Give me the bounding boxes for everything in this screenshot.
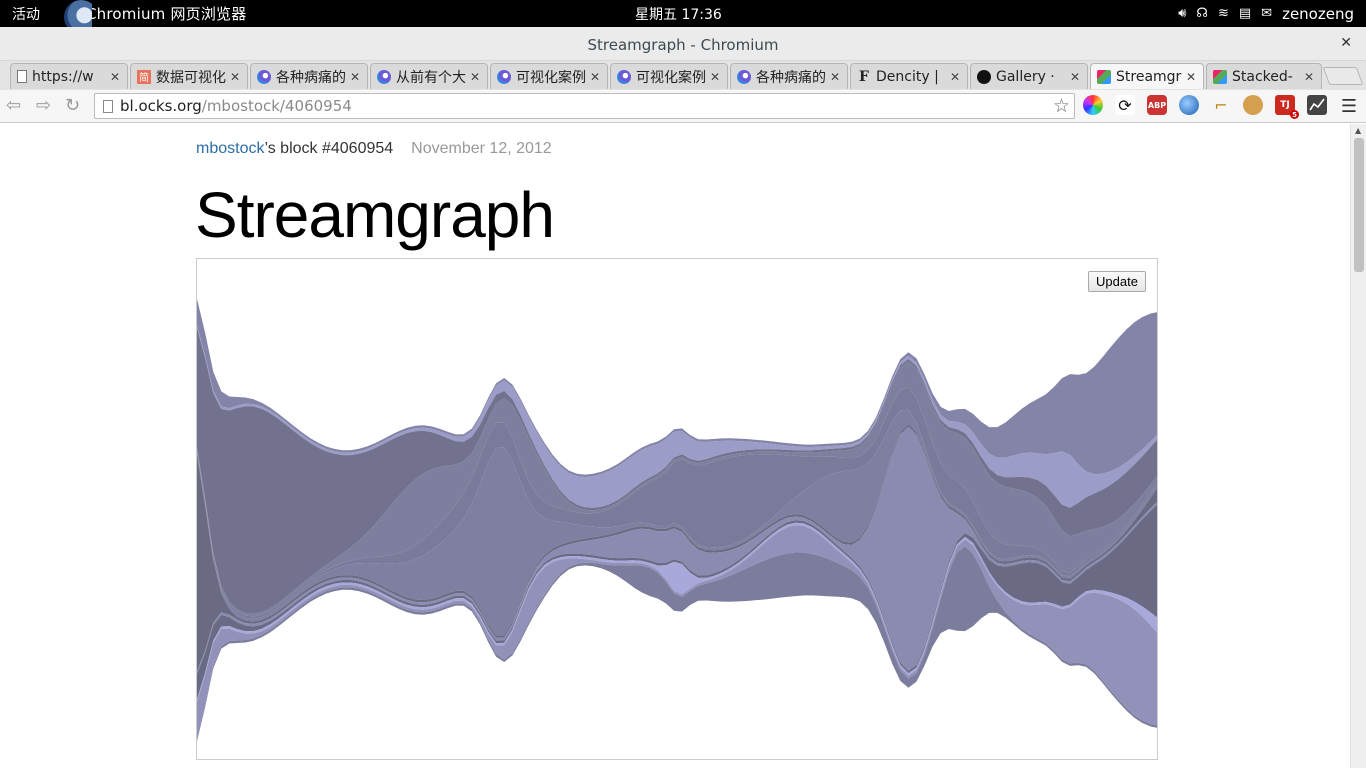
block-id: ’s block #4060954 (264, 140, 394, 157)
update-button[interactable]: Update (1088, 271, 1146, 292)
tab[interactable]: F Dencity | ✕ (850, 63, 968, 89)
jian-icon: 简 (137, 69, 151, 84)
system-tray[interactable]: 🔊︎ ☊ ≋ ▤ ✉ zenozeng (1168, 0, 1366, 27)
stream-layer (197, 409, 1157, 636)
page-content: mbostock’s block #4060954 November 12, 20… (0, 124, 1350, 768)
site-icon (617, 69, 631, 84)
address-bar[interactable]: bl.ocks.org/mbostock/4060954 ☆ (94, 93, 1075, 119)
tab-label: 从前有个大 (396, 69, 466, 86)
forward-icon[interactable]: ⇨ (36, 95, 52, 116)
stream-layer (197, 426, 1157, 674)
extension-badge: 5 (1290, 110, 1299, 119)
reload-icon[interactable]: ↻ (65, 95, 81, 116)
clipboard-icon: ▤ (1238, 6, 1252, 21)
tab-label: Gallery · (996, 68, 1055, 85)
tab-label: 各种病痛的 (276, 69, 346, 86)
author-link[interactable]: mbostock (196, 140, 265, 157)
page-title: Streamgraph (195, 179, 555, 251)
headphones-icon: ☊ (1196, 6, 1208, 21)
bookmark-star-icon[interactable]: ☆ (1052, 95, 1070, 117)
tab-label: https://w (32, 68, 94, 85)
globe-extension-icon[interactable] (1179, 95, 1199, 115)
f-icon: F (859, 68, 869, 85)
tab-close-icon[interactable]: ✕ (709, 69, 721, 84)
chart-frame: Update (196, 258, 1158, 760)
tab[interactable]: Gallery · ✕ (970, 63, 1088, 89)
new-tab-button[interactable] (1322, 67, 1364, 85)
tab[interactable]: Stacked- ✕ (1206, 63, 1322, 89)
adblock-extension-icon[interactable]: ABP (1147, 95, 1167, 115)
color-picker-extension-icon[interactable] (1083, 95, 1103, 115)
activities-button[interactable]: 活动 (12, 7, 40, 23)
app-menu-label: Chromium 网页浏览器 (86, 5, 247, 23)
tab-close-icon[interactable]: ✕ (589, 69, 601, 84)
tab-close-icon[interactable]: ✕ (1069, 69, 1081, 84)
scroll-up-icon[interactable]: ▲ (1355, 126, 1362, 135)
ruler-extension-icon[interactable]: ⌐ (1214, 95, 1228, 115)
tab-close-icon[interactable]: ✕ (469, 69, 481, 84)
url-path: /mbostock/4060954 (201, 97, 352, 115)
tab-label: 可视化案例 (516, 69, 586, 86)
chart-extension-icon[interactable] (1307, 95, 1327, 115)
wifi-icon: ≋ (1217, 6, 1229, 21)
url-host: bl.ocks.org (120, 97, 202, 115)
cookie-extension-icon[interactable] (1243, 95, 1263, 115)
window-close-button[interactable]: ✕ (1340, 35, 1352, 51)
tab-strip: https://w ✕ 简 数据可视化 ✕ 各种病痛的 ✕ 从前有个大 ✕ 可视… (0, 61, 1366, 90)
streamgraph (197, 299, 1157, 741)
tab-close-icon[interactable]: ✕ (1185, 69, 1197, 84)
tab-close-icon[interactable]: ✕ (109, 69, 121, 84)
block-date: November 12, 2012 (411, 140, 552, 157)
scrollbar-thumb[interactable] (1354, 138, 1364, 272)
browser-toolbar: ⇦ ⇨ ↻ bl.ocks.org/mbostock/4060954 ☆ ⟳ A… (0, 90, 1366, 123)
page-icon (17, 70, 27, 83)
tab-close-icon[interactable]: ✕ (349, 69, 361, 84)
system-top-bar: 活动 Chromium 网页浏览器 星期五 17:36 🔊︎ ☊ ≋ ▤ ✉ z… (0, 0, 1366, 27)
tab[interactable]: 各种病痛的 ✕ (730, 63, 848, 89)
stream-layer (197, 387, 1157, 619)
github-icon (977, 69, 991, 84)
app-menu[interactable]: Chromium 网页浏览器 (62, 0, 246, 27)
back-icon[interactable]: ⇦ (6, 95, 22, 116)
cubes-icon (1097, 69, 1111, 84)
tab-close-icon[interactable]: ✕ (1303, 69, 1315, 84)
chat-icon: ✉ (1261, 6, 1273, 21)
user-menu[interactable]: zenozeng (1282, 4, 1354, 23)
tab-label: Stacked- (1232, 68, 1293, 85)
tab[interactable]: 可视化案例 ✕ (490, 63, 608, 89)
clock[interactable]: 星期五 17:36 (635, 7, 722, 23)
tab[interactable]: https://w ✕ (10, 63, 128, 89)
tab-close-icon[interactable]: ✕ (949, 69, 961, 84)
tab-label: 各种病痛的 (756, 69, 826, 86)
tab-close-icon[interactable]: ✕ (229, 69, 241, 84)
window-title-bar: Streamgraph - Chromium ✕ (0, 27, 1366, 61)
chromium-icon (62, 0, 92, 27)
tab[interactable]: 各种病痛的 ✕ (250, 63, 368, 89)
tampermonkey-extension-icon[interactable]: TJ 5 (1275, 95, 1299, 119)
site-icon (257, 69, 271, 84)
menu-icon[interactable]: ☰ (1340, 96, 1357, 117)
sync-extension-icon[interactable]: ⟳ (1115, 95, 1135, 115)
tab[interactable]: 从前有个大 ✕ (370, 63, 488, 89)
tab[interactable]: 可视化案例 ✕ (610, 63, 728, 89)
stream-layer (197, 325, 1157, 508)
tab-active[interactable]: Streamgr ✕ (1090, 63, 1204, 89)
tab-label: 可视化案例 (636, 69, 706, 86)
site-icon (497, 69, 511, 84)
tab-close-icon[interactable]: ✕ (829, 69, 841, 84)
cubes-icon (1213, 69, 1227, 84)
page-icon (103, 100, 113, 113)
stream-layer (197, 327, 1157, 614)
tab-label: 数据可视化 (156, 69, 226, 86)
tab-label: Dencity | (876, 68, 939, 85)
block-meta: mbostock’s block #4060954 November 12, 20… (196, 140, 552, 158)
volume-icon: 🔊︎ (1178, 6, 1187, 21)
tab[interactable]: 简 数据可视化 ✕ (130, 63, 248, 89)
scrollbar[interactable]: ▲ (1350, 124, 1366, 768)
site-icon (377, 69, 391, 84)
url-text: bl.ocks.org/mbostock/4060954 (120, 97, 352, 115)
site-icon (737, 69, 751, 84)
window-title: Streamgraph - Chromium (587, 36, 779, 54)
tab-label: Streamgr (1116, 68, 1182, 85)
